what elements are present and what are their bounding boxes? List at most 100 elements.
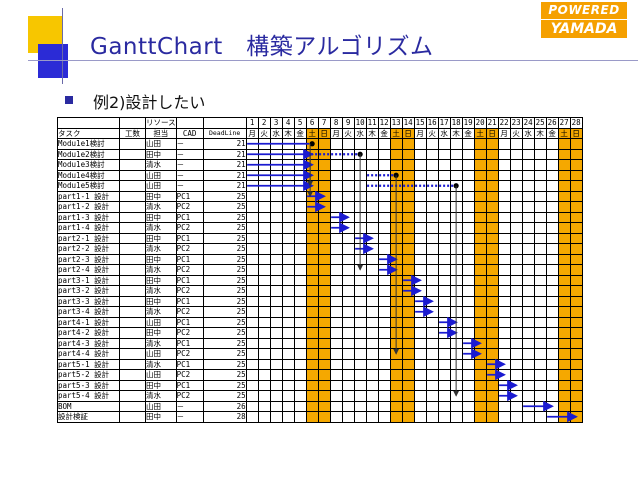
day-cell <box>257 138 271 150</box>
day-cell <box>545 348 559 360</box>
day-cell <box>449 400 463 412</box>
task-name: part2-2 設計 <box>57 243 120 255</box>
day-cell <box>521 159 535 171</box>
day-cell <box>329 159 343 171</box>
day-cell <box>281 180 295 192</box>
day-cell <box>425 379 439 391</box>
day-cell <box>329 285 343 297</box>
task-deadline: 25 <box>202 232 247 244</box>
day-cell <box>401 190 415 202</box>
task-tanto: 清水 <box>145 159 177 171</box>
task-deadline: 21 <box>202 138 247 150</box>
day-cell <box>413 337 427 349</box>
day-cell <box>377 411 391 423</box>
day-cell <box>509 379 523 391</box>
day-cell <box>461 400 475 412</box>
day-cell <box>425 243 439 255</box>
day-cell <box>521 138 535 150</box>
day-cell <box>389 253 403 265</box>
day-cell <box>497 274 511 286</box>
day-cell <box>293 211 307 223</box>
day-cell <box>485 306 499 318</box>
day-cell <box>281 232 295 244</box>
day-cell <box>521 379 535 391</box>
day-cell <box>569 232 583 244</box>
day-cell <box>545 295 559 307</box>
day-cell <box>281 148 295 160</box>
day-cell <box>557 369 571 381</box>
task-kosu <box>119 316 146 328</box>
day-cell <box>449 327 463 339</box>
day-cell <box>533 285 547 297</box>
day-cell <box>425 274 439 286</box>
day-cell <box>353 201 367 213</box>
day-cell <box>341 379 355 391</box>
day-cell <box>425 295 439 307</box>
table-row: part2-2 設計 清水 PC2 25 <box>57 243 583 255</box>
day-cell <box>293 169 307 181</box>
day-number: 15 <box>413 117 427 129</box>
day-number: 7 <box>317 117 331 129</box>
day-cell <box>269 190 283 202</box>
day-cell <box>401 390 415 402</box>
task-kosu <box>119 243 146 255</box>
day-cell <box>461 379 475 391</box>
day-cell <box>293 222 307 234</box>
day-cell <box>437 190 451 202</box>
day-cell <box>257 211 271 223</box>
day-cell <box>425 285 439 297</box>
day-cell <box>353 180 367 192</box>
day-cell <box>497 348 511 360</box>
day-cell <box>401 180 415 192</box>
day-cell <box>437 390 451 402</box>
day-cell <box>557 348 571 360</box>
task-kosu <box>119 274 146 286</box>
day-cell <box>509 232 523 244</box>
day-cell <box>461 369 475 381</box>
task-tanto: 田中 <box>145 148 177 160</box>
day-cell <box>377 337 391 349</box>
day-cell <box>389 390 403 402</box>
day-cell <box>437 285 451 297</box>
day-cell <box>317 295 331 307</box>
day-cell <box>401 337 415 349</box>
day-cell <box>521 180 535 192</box>
day-cell <box>533 169 547 181</box>
header-tanto: 担当 <box>145 127 177 139</box>
task-name: Modu1e1検討 <box>57 138 120 150</box>
day-cell <box>317 400 331 412</box>
day-cell <box>353 306 367 318</box>
task-cad: PC1 <box>175 211 204 223</box>
day-cell <box>317 316 331 328</box>
task-name: part3-4 設計 <box>57 306 120 318</box>
day-cell <box>401 274 415 286</box>
task-tanto: 田中 <box>145 411 177 423</box>
day-cell <box>257 285 271 297</box>
task-cad: － <box>175 411 204 423</box>
day-cell <box>533 190 547 202</box>
day-cell <box>293 369 307 381</box>
table-row: part1-2 設計 清水 PC2 25 <box>57 201 583 213</box>
weekday-label: 木 <box>533 127 547 139</box>
day-cell <box>401 316 415 328</box>
day-cell <box>485 264 499 276</box>
day-cell <box>329 169 343 181</box>
day-cell <box>365 180 379 192</box>
day-cell <box>425 148 439 160</box>
task-deadline: 25 <box>202 327 247 339</box>
day-cell <box>569 285 583 297</box>
day-cell <box>413 201 427 213</box>
day-cell <box>377 274 391 286</box>
day-cell <box>329 295 343 307</box>
day-cell <box>353 316 367 328</box>
task-tanto: 清水 <box>145 222 177 234</box>
day-cell <box>305 379 319 391</box>
day-cell <box>353 390 367 402</box>
table-row: Modu1e1検討 山田－ 21 <box>57 138 583 150</box>
day-cell <box>545 390 559 402</box>
day-cell <box>305 327 319 339</box>
day-cell <box>509 148 523 160</box>
day-cell <box>365 222 379 234</box>
day-cell <box>413 222 427 234</box>
day-cell <box>401 411 415 423</box>
